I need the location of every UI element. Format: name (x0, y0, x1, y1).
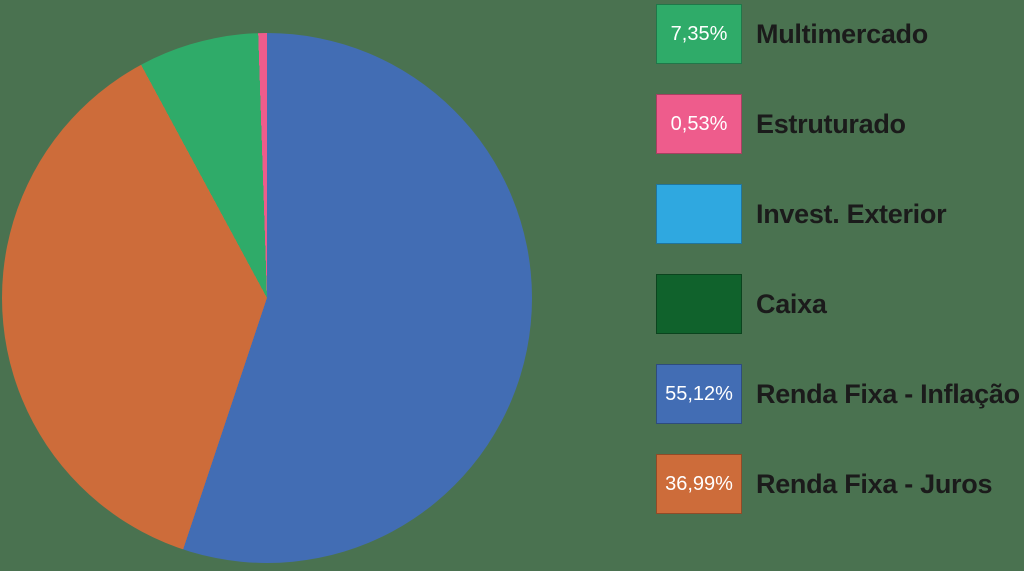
legend-item-renda-fixa-inflacao: 55,12% Renda Fixa - Inflação (656, 364, 1020, 424)
legend: 7,35% Multimercado 0,53% Estruturado Inv… (656, 4, 1020, 544)
legend-item-estruturado: 0,53% Estruturado (656, 94, 1020, 154)
legend-pct-renda-fixa-inflacao: 55,12% (665, 383, 733, 405)
legend-label-renda-fixa-inflacao: Renda Fixa - Inflação (756, 378, 1020, 409)
legend-swatch-renda-fixa-juros: 36,99% (656, 454, 742, 514)
pie-chart (2, 33, 532, 563)
legend-item-invest-exterior: Invest. Exterior (656, 184, 1020, 244)
legend-item-caixa: Caixa (656, 274, 1020, 334)
legend-label-multimercado: Multimercado (756, 18, 928, 49)
legend-label-caixa: Caixa (756, 288, 827, 319)
legend-swatch-multimercado: 7,35% (656, 4, 742, 64)
legend-label-renda-fixa-juros: Renda Fixa - Juros (756, 468, 993, 499)
legend-swatch-estruturado: 0,53% (656, 94, 742, 154)
legend-pct-multimercado: 7,35% (670, 23, 728, 45)
legend-swatch-invest-exterior (656, 184, 742, 244)
legend-pct-estruturado: 0,53% (670, 113, 728, 135)
legend-item-multimercado: 7,35% Multimercado (656, 4, 1020, 64)
legend-label-estruturado: Estruturado (756, 108, 906, 139)
legend-swatch-caixa (656, 274, 742, 334)
legend-label-invest-exterior: Invest. Exterior (756, 198, 947, 229)
legend-swatch-renda-fixa-inflacao: 55,12% (656, 364, 742, 424)
legend-item-renda-fixa-juros: 36,99% Renda Fixa - Juros (656, 454, 1020, 514)
legend-pct-renda-fixa-juros: 36,99% (665, 473, 733, 495)
